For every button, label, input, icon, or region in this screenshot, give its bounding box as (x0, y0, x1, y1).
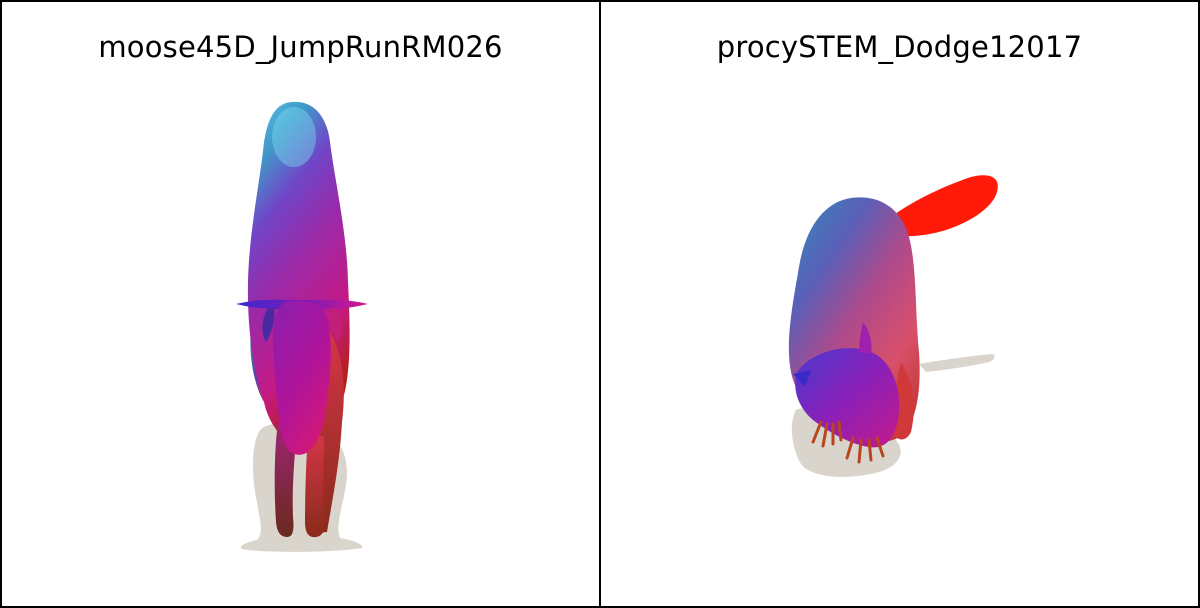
raccoon-claws (811, 420, 885, 464)
moose-head (273, 300, 331, 455)
raccoon-shadow-tail (919, 354, 995, 372)
panel-right: procySTEM_Dodge12017 (601, 0, 1200, 608)
panel-title-right: procySTEM_Dodge12017 (716, 30, 1083, 64)
moose-leg-right (305, 432, 325, 538)
raccoon-tail (891, 175, 998, 237)
moose-render (236, 101, 368, 552)
raccoon-render (788, 175, 998, 477)
panel-left: moose45D_JumpRunRM026 (0, 0, 601, 608)
panel-title-left: moose45D_JumpRunRM026 (98, 30, 503, 64)
